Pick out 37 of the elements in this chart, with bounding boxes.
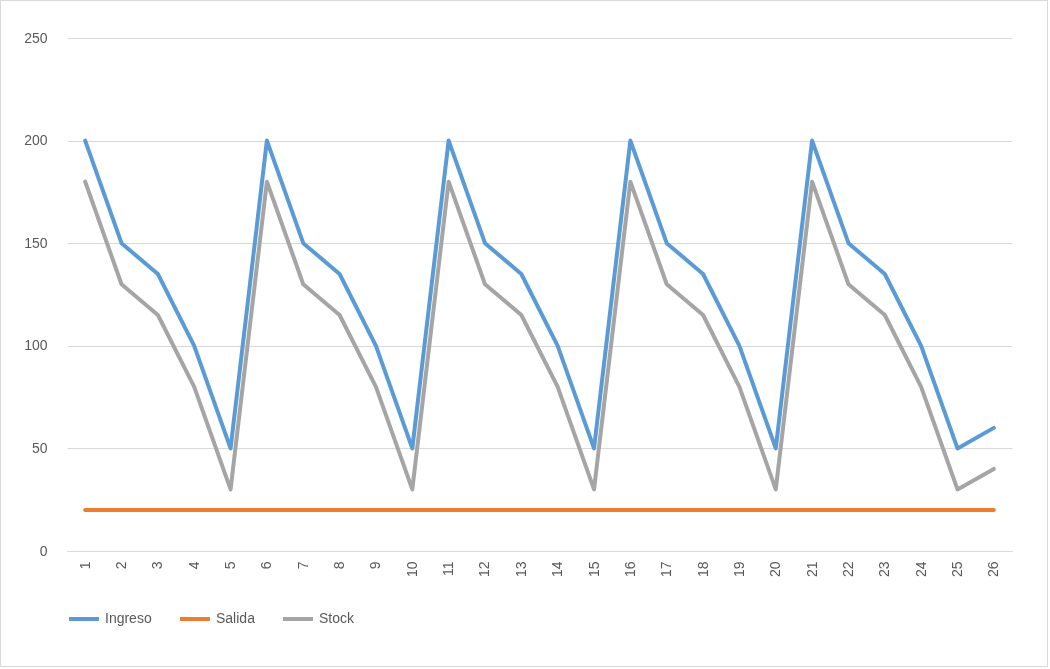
x-tick-label: 5 [222,561,239,570]
x-tick-label: 3 [149,561,166,570]
x-tick-label: 12 [476,561,493,578]
x-tick-label: 2 [113,561,130,570]
x-tick-label: 14 [549,561,566,578]
y-tick-label: 250 [24,29,48,46]
x-tick-label: 8 [331,561,348,570]
x-tick-label: 1 [76,561,93,570]
x-tick-label: 9 [367,561,384,570]
x-tick-label: 6 [258,561,275,570]
x-tick-label: 20 [767,561,784,578]
x-tick-label: 25 [948,561,965,578]
x-tick-label: 23 [876,561,893,578]
x-tick-label: 10 [403,561,420,578]
x-tick-label: 22 [839,561,856,578]
x-tick-label: 13 [512,561,529,578]
x-tick-label: 17 [658,561,675,578]
y-tick-label: 200 [24,132,48,149]
legend-label: Stock [319,610,356,626]
y-tick-label: 150 [24,234,48,251]
x-tick-label: 19 [730,561,747,578]
x-tick-label: 21 [803,561,820,578]
x-tick-label: 18 [694,561,711,578]
y-tick-label: 50 [31,439,48,456]
x-tick-label: 16 [621,561,638,578]
line-series [83,138,996,451]
x-tick-label: 15 [585,561,602,578]
y-tick-label: 100 [24,337,48,354]
legend-label: Ingreso [105,610,152,626]
line-series [83,179,996,492]
x-tick-label: 26 [985,561,1002,578]
x-tick-label: 11 [440,561,457,577]
x-tick-label: 7 [294,561,311,570]
y-tick-label: 0 [39,542,48,559]
legend-label: Salida [216,610,256,626]
x-tick-label: 24 [912,561,929,578]
x-tick-label: 4 [185,561,202,570]
